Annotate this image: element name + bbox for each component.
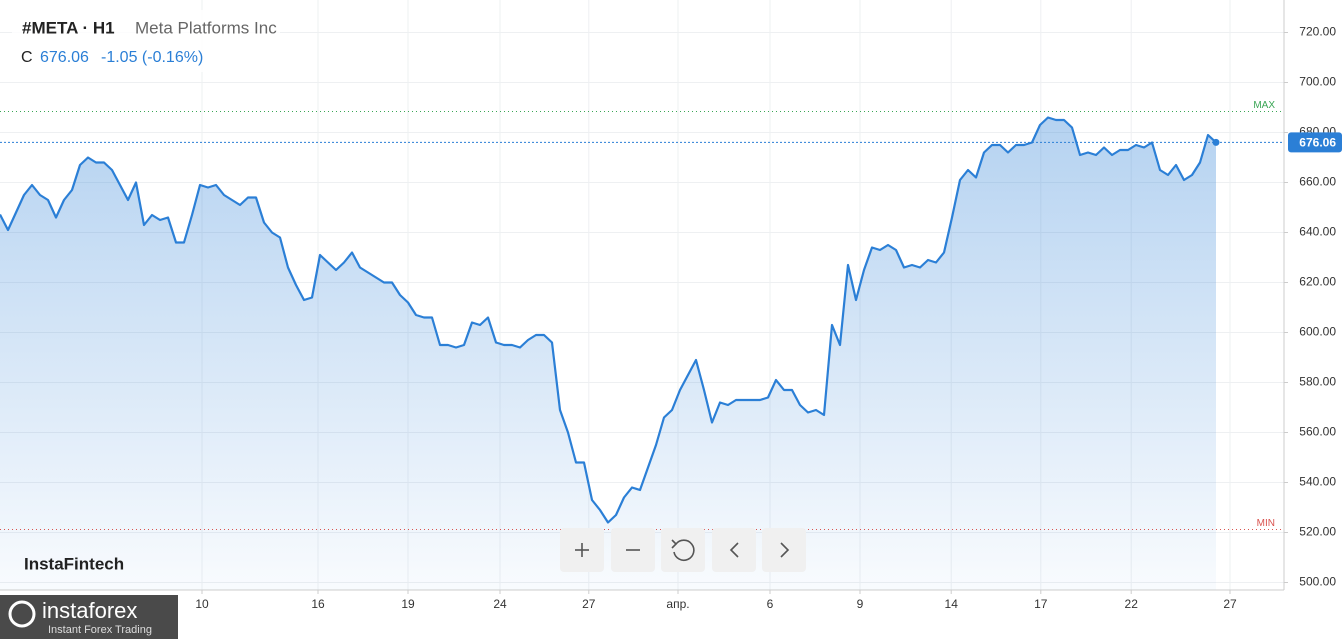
x-tick-label: 17 xyxy=(1034,597,1048,611)
instrument-name: Meta Platforms Inc xyxy=(135,18,277,37)
close-label: C xyxy=(21,49,33,66)
x-tick-label: 27 xyxy=(1223,597,1237,611)
last-point xyxy=(1212,138,1220,146)
y-tick-label: 580.00 xyxy=(1299,375,1336,389)
x-tick-label: 9 xyxy=(857,597,864,611)
logo-tagline: Instant Forex Trading xyxy=(48,624,152,636)
logo-icon xyxy=(8,600,36,628)
y-tick-label: 720.00 xyxy=(1299,25,1336,39)
y-tick-label: 600.00 xyxy=(1299,325,1336,339)
y-tick-label: 700.00 xyxy=(1299,75,1336,89)
x-tick-label: 10 xyxy=(195,597,209,611)
x-tick-label: 27 xyxy=(582,597,596,611)
x-tick-label: 16 xyxy=(311,597,325,611)
close-value: 676.06 xyxy=(40,49,89,66)
x-tick-label: апр. xyxy=(666,597,689,611)
x-tick-label: 22 xyxy=(1125,597,1139,611)
header-bg xyxy=(12,10,280,72)
x-tick-label: 24 xyxy=(493,597,507,611)
y-tick-label: 500.00 xyxy=(1299,575,1336,589)
area-fill xyxy=(0,117,1216,590)
x-tick-label: 14 xyxy=(945,597,959,611)
logo-box xyxy=(0,595,178,639)
y-tick-label: 520.00 xyxy=(1299,525,1336,539)
x-tick-label: 19 xyxy=(401,597,415,611)
max-line-label: MAX xyxy=(1253,100,1275,111)
last-price-badge xyxy=(1288,132,1342,153)
y-tick-label: 640.00 xyxy=(1299,225,1336,239)
zoom-in-button[interactable] xyxy=(560,528,604,572)
y-tick-label: 540.00 xyxy=(1299,475,1336,489)
logo-text: instaforex xyxy=(42,598,137,623)
last-price-label: 676.06 xyxy=(1299,136,1336,150)
price-line xyxy=(0,116,1217,524)
y-tick-label: 660.00 xyxy=(1299,175,1336,189)
plot-area: MAX MIN xyxy=(0,100,1284,590)
symbol: #META · H1 xyxy=(22,18,115,37)
axes: 500.00 520.00 540.00 560.00 580.00 600.00 620.… xyxy=(195,25,1342,611)
zoom-out-button[interactable] xyxy=(611,528,655,572)
scroll-left-button[interactable] xyxy=(712,528,756,572)
scroll-right-button[interactable] xyxy=(762,528,806,572)
x-tick-label: 6 xyxy=(767,597,774,611)
min-line-label: MIN xyxy=(1257,518,1275,529)
reset-button[interactable] xyxy=(661,528,705,572)
y-tick-label: 620.00 xyxy=(1299,275,1336,289)
watermark: InstaFintech xyxy=(24,554,124,573)
y-tick-label: 560.00 xyxy=(1299,425,1336,439)
change-value: -1.05 (-0.16%) xyxy=(101,49,203,66)
